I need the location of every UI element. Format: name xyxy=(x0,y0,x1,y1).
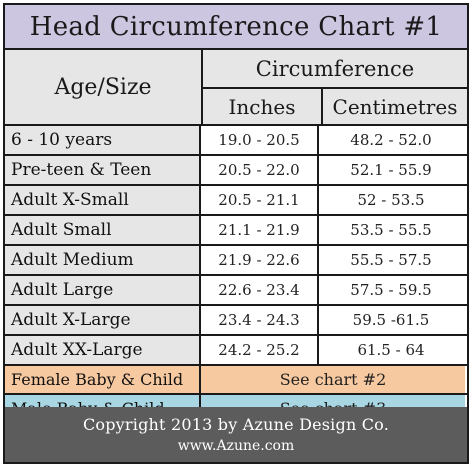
size-cell: Pre-teen & Teen xyxy=(5,156,201,184)
inches-cell: 24.2 - 25.2 xyxy=(201,336,319,364)
inches-cell: 21.1 - 21.9 xyxy=(201,216,319,244)
size-cell: Female Baby & Child xyxy=(5,366,201,393)
inches-cell: 23.4 - 24.3 xyxy=(201,306,319,334)
inches-cell: 21.9 - 22.6 xyxy=(201,246,319,274)
table-row: Adult X-Small 20.5 - 21.1 52 - 53.5 xyxy=(5,186,467,216)
size-cell: Adult X-Small xyxy=(5,186,201,214)
inches-cell: 19.0 - 20.5 xyxy=(201,126,319,154)
table-row: 6 - 10 years 19.0 - 20.5 48.2 - 52.0 xyxy=(5,126,467,156)
table-row: Adult Small 21.1 - 21.9 53.5 - 55.5 xyxy=(5,216,467,246)
size-cell: 6 - 10 years xyxy=(5,126,201,154)
size-cell: Adult Medium xyxy=(5,246,201,274)
cm-cell: 52.1 - 55.9 xyxy=(319,156,463,184)
inches-cell: 22.6 - 23.4 xyxy=(201,276,319,304)
chart-title: Head Circumference Chart #1 xyxy=(5,5,467,50)
age-size-header: Age/Size xyxy=(5,50,203,126)
cm-cell: 48.2 - 52.0 xyxy=(319,126,463,154)
size-cell: Adult Small xyxy=(5,216,201,244)
table-row: Pre-teen & Teen 20.5 - 22.0 52.1 - 55.9 xyxy=(5,156,467,186)
table-row: Adult Medium 21.9 - 22.6 55.5 - 57.5 xyxy=(5,246,467,276)
cm-cell: 59.5 -61.5 xyxy=(319,306,463,334)
cm-cell: 55.5 - 57.5 xyxy=(319,246,463,274)
footer: Copyright 2013 by Azune Design Co. www.A… xyxy=(5,407,467,462)
centimetres-header: Centimetres xyxy=(323,89,467,126)
table-row: Adult Large 22.6 - 23.4 57.5 - 59.5 xyxy=(5,276,467,306)
size-cell: Adult Large xyxy=(5,276,201,304)
table-row: Adult X-Large 23.4 - 24.3 59.5 -61.5 xyxy=(5,306,467,336)
inches-cell: 20.5 - 21.1 xyxy=(201,186,319,214)
size-cell: Adult X-Large xyxy=(5,306,201,334)
female-baby-row: Female Baby & Child See chart #2 xyxy=(5,366,467,395)
chart-frame: Head Circumference Chart #1 Age/Size Cir… xyxy=(3,3,469,464)
cm-cell: 52 - 53.5 xyxy=(319,186,463,214)
website-link[interactable]: www.Azune.com xyxy=(177,438,295,454)
size-table-body: 6 - 10 years 19.0 - 20.5 48.2 - 52.0 Pre… xyxy=(5,126,467,424)
cm-cell: 57.5 - 59.5 xyxy=(319,276,463,304)
cm-cell: 61.5 - 64 xyxy=(319,336,463,364)
copyright-text: Copyright 2013 by Azune Design Co. xyxy=(82,415,390,434)
circumference-header: Circumference xyxy=(203,50,467,89)
inches-header: Inches xyxy=(203,89,323,126)
size-cell: Adult XX-Large xyxy=(5,336,201,364)
cm-cell: 53.5 - 55.5 xyxy=(319,216,463,244)
table-row: Adult XX-Large 24.2 - 25.2 61.5 - 64 xyxy=(5,336,467,366)
see-chart-note: See chart #2 xyxy=(201,366,465,393)
inches-cell: 20.5 - 22.0 xyxy=(201,156,319,184)
